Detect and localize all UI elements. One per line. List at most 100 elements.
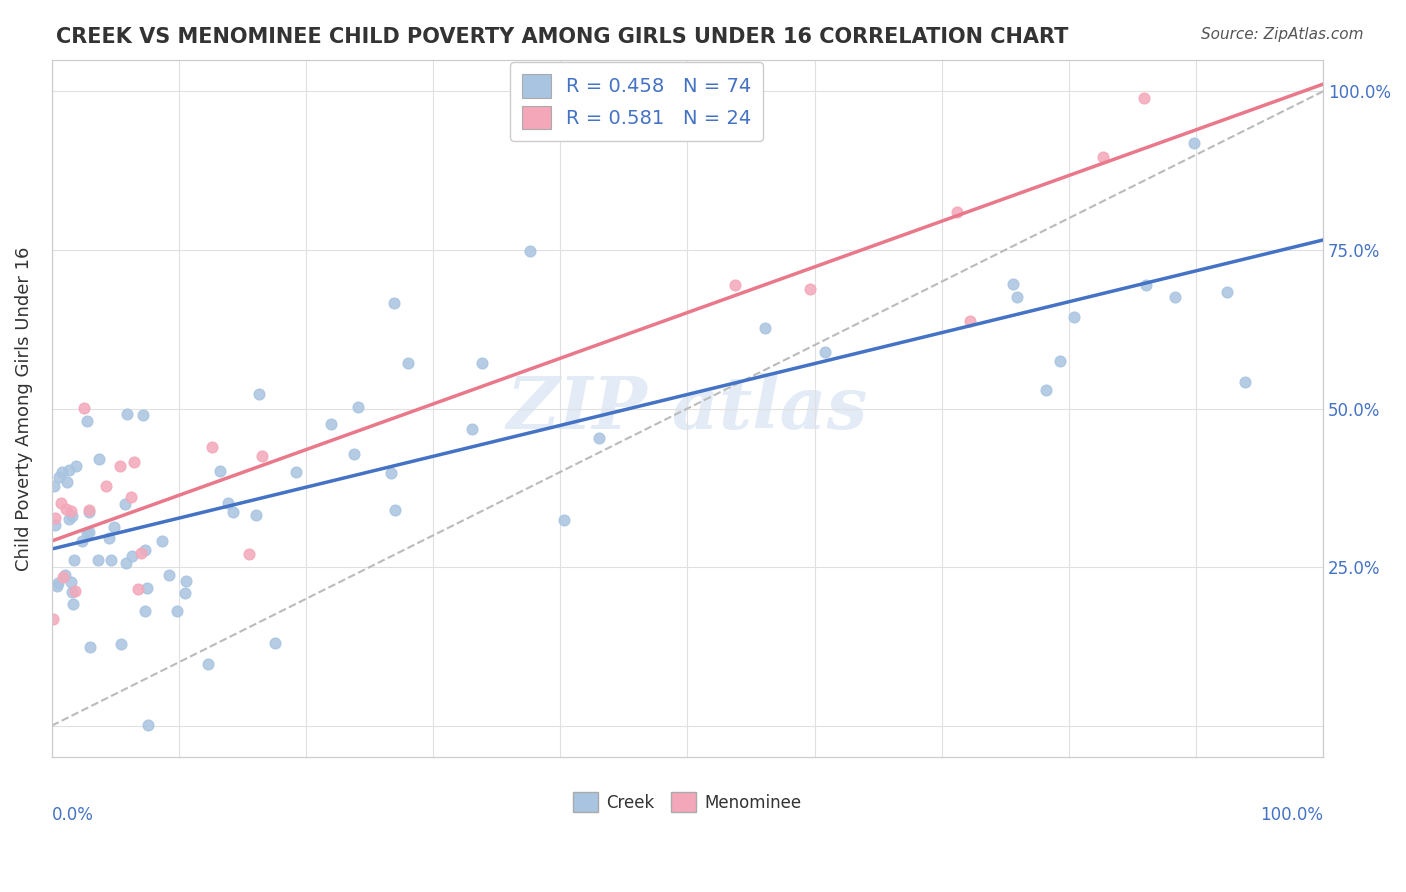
Point	[197, 657, 219, 671]
Point	[53, 567, 76, 582]
Text: 100.0%: 100.0%	[1260, 806, 1323, 824]
Point	[166, 603, 188, 617]
Point	[48, 470, 70, 484]
Point	[114, 497, 136, 511]
Point	[121, 549, 143, 563]
Point	[174, 574, 197, 589]
Point	[1182, 136, 1205, 151]
Point	[238, 547, 260, 561]
Point	[396, 356, 419, 370]
Point	[150, 533, 173, 548]
Point	[62, 598, 84, 612]
Point	[946, 205, 969, 219]
Point	[70, 533, 93, 548]
Point	[136, 718, 159, 732]
Point	[553, 513, 575, 527]
Point	[1049, 353, 1071, 368]
Point	[96, 479, 118, 493]
Point	[87, 553, 110, 567]
Point	[89, 451, 111, 466]
Point	[245, 508, 267, 523]
Point	[117, 407, 139, 421]
Point	[44, 511, 66, 525]
Point	[173, 586, 195, 600]
Point	[103, 520, 125, 534]
Point	[134, 604, 156, 618]
Point	[814, 344, 837, 359]
Point	[76, 526, 98, 541]
Point	[65, 459, 87, 474]
Point	[122, 454, 145, 468]
Point	[201, 440, 224, 454]
Point	[380, 466, 402, 480]
Point	[98, 531, 121, 545]
Point	[217, 496, 239, 510]
Point	[1005, 290, 1028, 304]
Point	[461, 422, 484, 436]
Text: ZIP atlas: ZIP atlas	[506, 373, 868, 444]
Point	[127, 582, 149, 596]
Point	[1035, 383, 1057, 397]
Point	[45, 579, 67, 593]
Point	[60, 585, 83, 599]
Point	[519, 244, 541, 259]
Point	[77, 505, 100, 519]
Point	[249, 386, 271, 401]
Point	[1063, 310, 1085, 324]
Point	[131, 545, 153, 559]
Point	[77, 525, 100, 540]
Point	[343, 447, 366, 461]
Point	[60, 508, 83, 523]
Point	[1234, 375, 1257, 389]
Text: CREEK VS MENOMINEE CHILD POVERTY AMONG GIRLS UNDER 16 CORRELATION CHART: CREEK VS MENOMINEE CHILD POVERTY AMONG G…	[56, 27, 1069, 46]
Point	[157, 567, 180, 582]
Point	[1092, 150, 1115, 164]
Point	[120, 490, 142, 504]
Point	[135, 581, 157, 595]
Point	[347, 401, 370, 415]
Legend: Creek, Menominee: Creek, Menominee	[567, 785, 808, 819]
Point	[51, 465, 73, 479]
Point	[59, 574, 82, 589]
Point	[208, 464, 231, 478]
Point	[263, 636, 285, 650]
Point	[56, 475, 79, 489]
Point	[1132, 91, 1154, 105]
Point	[108, 458, 131, 473]
Point	[49, 496, 72, 510]
Point	[63, 583, 86, 598]
Point	[60, 504, 83, 518]
Text: Source: ZipAtlas.com: Source: ZipAtlas.com	[1201, 27, 1364, 42]
Point	[252, 449, 274, 463]
Point	[959, 314, 981, 328]
Point	[42, 479, 65, 493]
Point	[588, 431, 610, 445]
Point	[132, 408, 155, 422]
Point	[799, 282, 821, 296]
Point	[44, 517, 66, 532]
Point	[52, 570, 75, 584]
Point	[384, 503, 406, 517]
Point	[110, 637, 132, 651]
Point	[284, 466, 307, 480]
Point	[79, 640, 101, 654]
Point	[134, 543, 156, 558]
Point	[72, 401, 94, 415]
Point	[58, 463, 80, 477]
Point	[471, 356, 494, 370]
Point	[1215, 285, 1237, 299]
Point	[63, 552, 86, 566]
Point	[1164, 290, 1187, 304]
Point	[115, 556, 138, 570]
Text: 0.0%: 0.0%	[52, 806, 94, 824]
Point	[222, 505, 245, 519]
Point	[1002, 277, 1025, 291]
Y-axis label: Child Poverty Among Girls Under 16: Child Poverty Among Girls Under 16	[15, 246, 32, 571]
Point	[321, 417, 343, 431]
Point	[724, 278, 747, 293]
Point	[42, 612, 65, 626]
Point	[1135, 277, 1157, 292]
Point	[754, 320, 776, 334]
Point	[76, 414, 98, 428]
Point	[46, 576, 69, 591]
